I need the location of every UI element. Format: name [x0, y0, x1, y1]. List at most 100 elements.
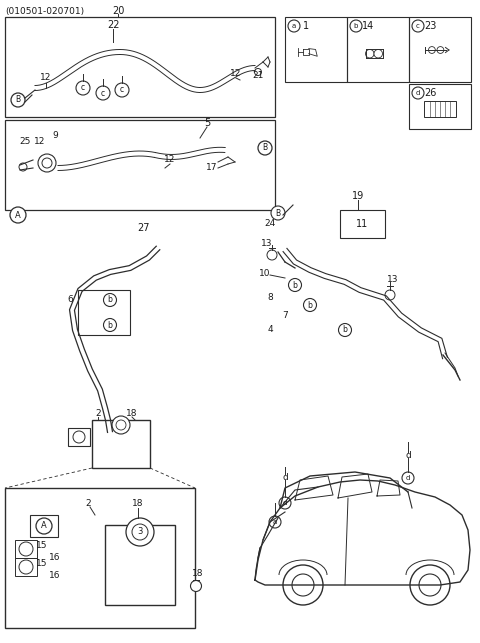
Circle shape: [292, 574, 314, 596]
Text: B: B: [276, 208, 281, 217]
Bar: [347, 17, 409, 82]
Text: B: B: [263, 143, 267, 152]
Bar: [424, 101, 456, 117]
Bar: [5, 488, 195, 628]
Circle shape: [132, 524, 148, 540]
Circle shape: [38, 154, 56, 172]
Text: 12: 12: [230, 69, 242, 78]
Text: 26: 26: [424, 88, 436, 98]
Text: b: b: [293, 280, 298, 289]
Text: d: d: [282, 473, 288, 482]
Text: 18: 18: [132, 498, 144, 507]
Bar: [5, 17, 275, 117]
Circle shape: [365, 50, 374, 58]
Circle shape: [254, 69, 262, 75]
Text: 13: 13: [261, 239, 273, 248]
Circle shape: [258, 141, 272, 155]
Circle shape: [191, 581, 202, 592]
Text: 19: 19: [352, 191, 364, 201]
Circle shape: [338, 323, 351, 336]
Text: d: d: [406, 475, 410, 481]
Text: 11: 11: [356, 219, 368, 229]
Circle shape: [402, 472, 414, 484]
Text: d: d: [283, 500, 287, 506]
Text: b: b: [308, 300, 312, 309]
Bar: [30, 515, 58, 537]
Circle shape: [437, 46, 444, 53]
Circle shape: [412, 87, 424, 99]
Bar: [340, 210, 385, 238]
Text: 20: 20: [112, 6, 124, 16]
Circle shape: [36, 518, 52, 534]
Circle shape: [279, 497, 291, 509]
Text: 1: 1: [303, 21, 309, 31]
Text: 9: 9: [52, 131, 58, 140]
Bar: [105, 525, 175, 605]
Text: 6: 6: [67, 296, 73, 305]
Circle shape: [269, 516, 281, 528]
Circle shape: [116, 420, 126, 430]
Circle shape: [42, 158, 52, 168]
Text: A: A: [41, 521, 47, 530]
Bar: [5, 120, 275, 210]
Bar: [15, 558, 37, 576]
Circle shape: [115, 83, 129, 97]
Text: c: c: [120, 86, 124, 95]
Text: 12: 12: [164, 156, 176, 165]
Text: 16: 16: [49, 552, 61, 561]
Circle shape: [10, 207, 26, 223]
Text: c: c: [81, 84, 85, 93]
Circle shape: [104, 318, 117, 332]
Text: c: c: [101, 89, 105, 98]
Circle shape: [385, 290, 395, 300]
Circle shape: [267, 250, 277, 260]
Text: a: a: [292, 23, 296, 29]
Bar: [409, 17, 471, 82]
Text: d: d: [405, 451, 411, 460]
Text: 8: 8: [267, 293, 273, 302]
Text: 13: 13: [387, 275, 399, 284]
Text: 3: 3: [137, 527, 143, 536]
Text: 15: 15: [36, 541, 48, 550]
Bar: [285, 17, 347, 82]
Circle shape: [412, 20, 424, 32]
Text: 2: 2: [95, 408, 101, 417]
Circle shape: [104, 293, 117, 307]
Circle shape: [19, 560, 33, 574]
Circle shape: [11, 93, 25, 107]
Circle shape: [419, 574, 441, 596]
Text: b: b: [108, 296, 112, 305]
Circle shape: [112, 416, 130, 434]
Circle shape: [76, 81, 90, 95]
Circle shape: [374, 50, 383, 58]
Text: 16: 16: [49, 570, 61, 579]
Text: 18: 18: [192, 568, 204, 577]
Text: a: a: [273, 519, 277, 525]
Text: b: b: [354, 23, 358, 29]
Text: B: B: [15, 96, 21, 105]
Circle shape: [73, 431, 85, 443]
Text: 2: 2: [85, 498, 91, 507]
Text: 18: 18: [126, 408, 138, 417]
Text: b: b: [343, 325, 348, 334]
Text: 22: 22: [107, 20, 119, 30]
Bar: [78, 290, 130, 335]
Circle shape: [350, 20, 362, 32]
Circle shape: [288, 20, 300, 32]
Bar: [409, 84, 471, 129]
Circle shape: [19, 163, 27, 171]
Text: 17: 17: [206, 163, 218, 172]
Text: 12: 12: [34, 138, 46, 147]
Text: 15: 15: [36, 559, 48, 568]
Text: 7: 7: [282, 311, 288, 320]
Circle shape: [126, 518, 154, 546]
Circle shape: [271, 206, 285, 220]
Text: 21: 21: [252, 71, 264, 80]
Text: 27: 27: [137, 223, 149, 233]
Text: c: c: [416, 23, 420, 29]
Circle shape: [19, 542, 33, 556]
Text: A: A: [15, 210, 21, 219]
Bar: [68, 428, 90, 446]
Text: 10: 10: [259, 269, 271, 278]
Circle shape: [303, 298, 316, 311]
